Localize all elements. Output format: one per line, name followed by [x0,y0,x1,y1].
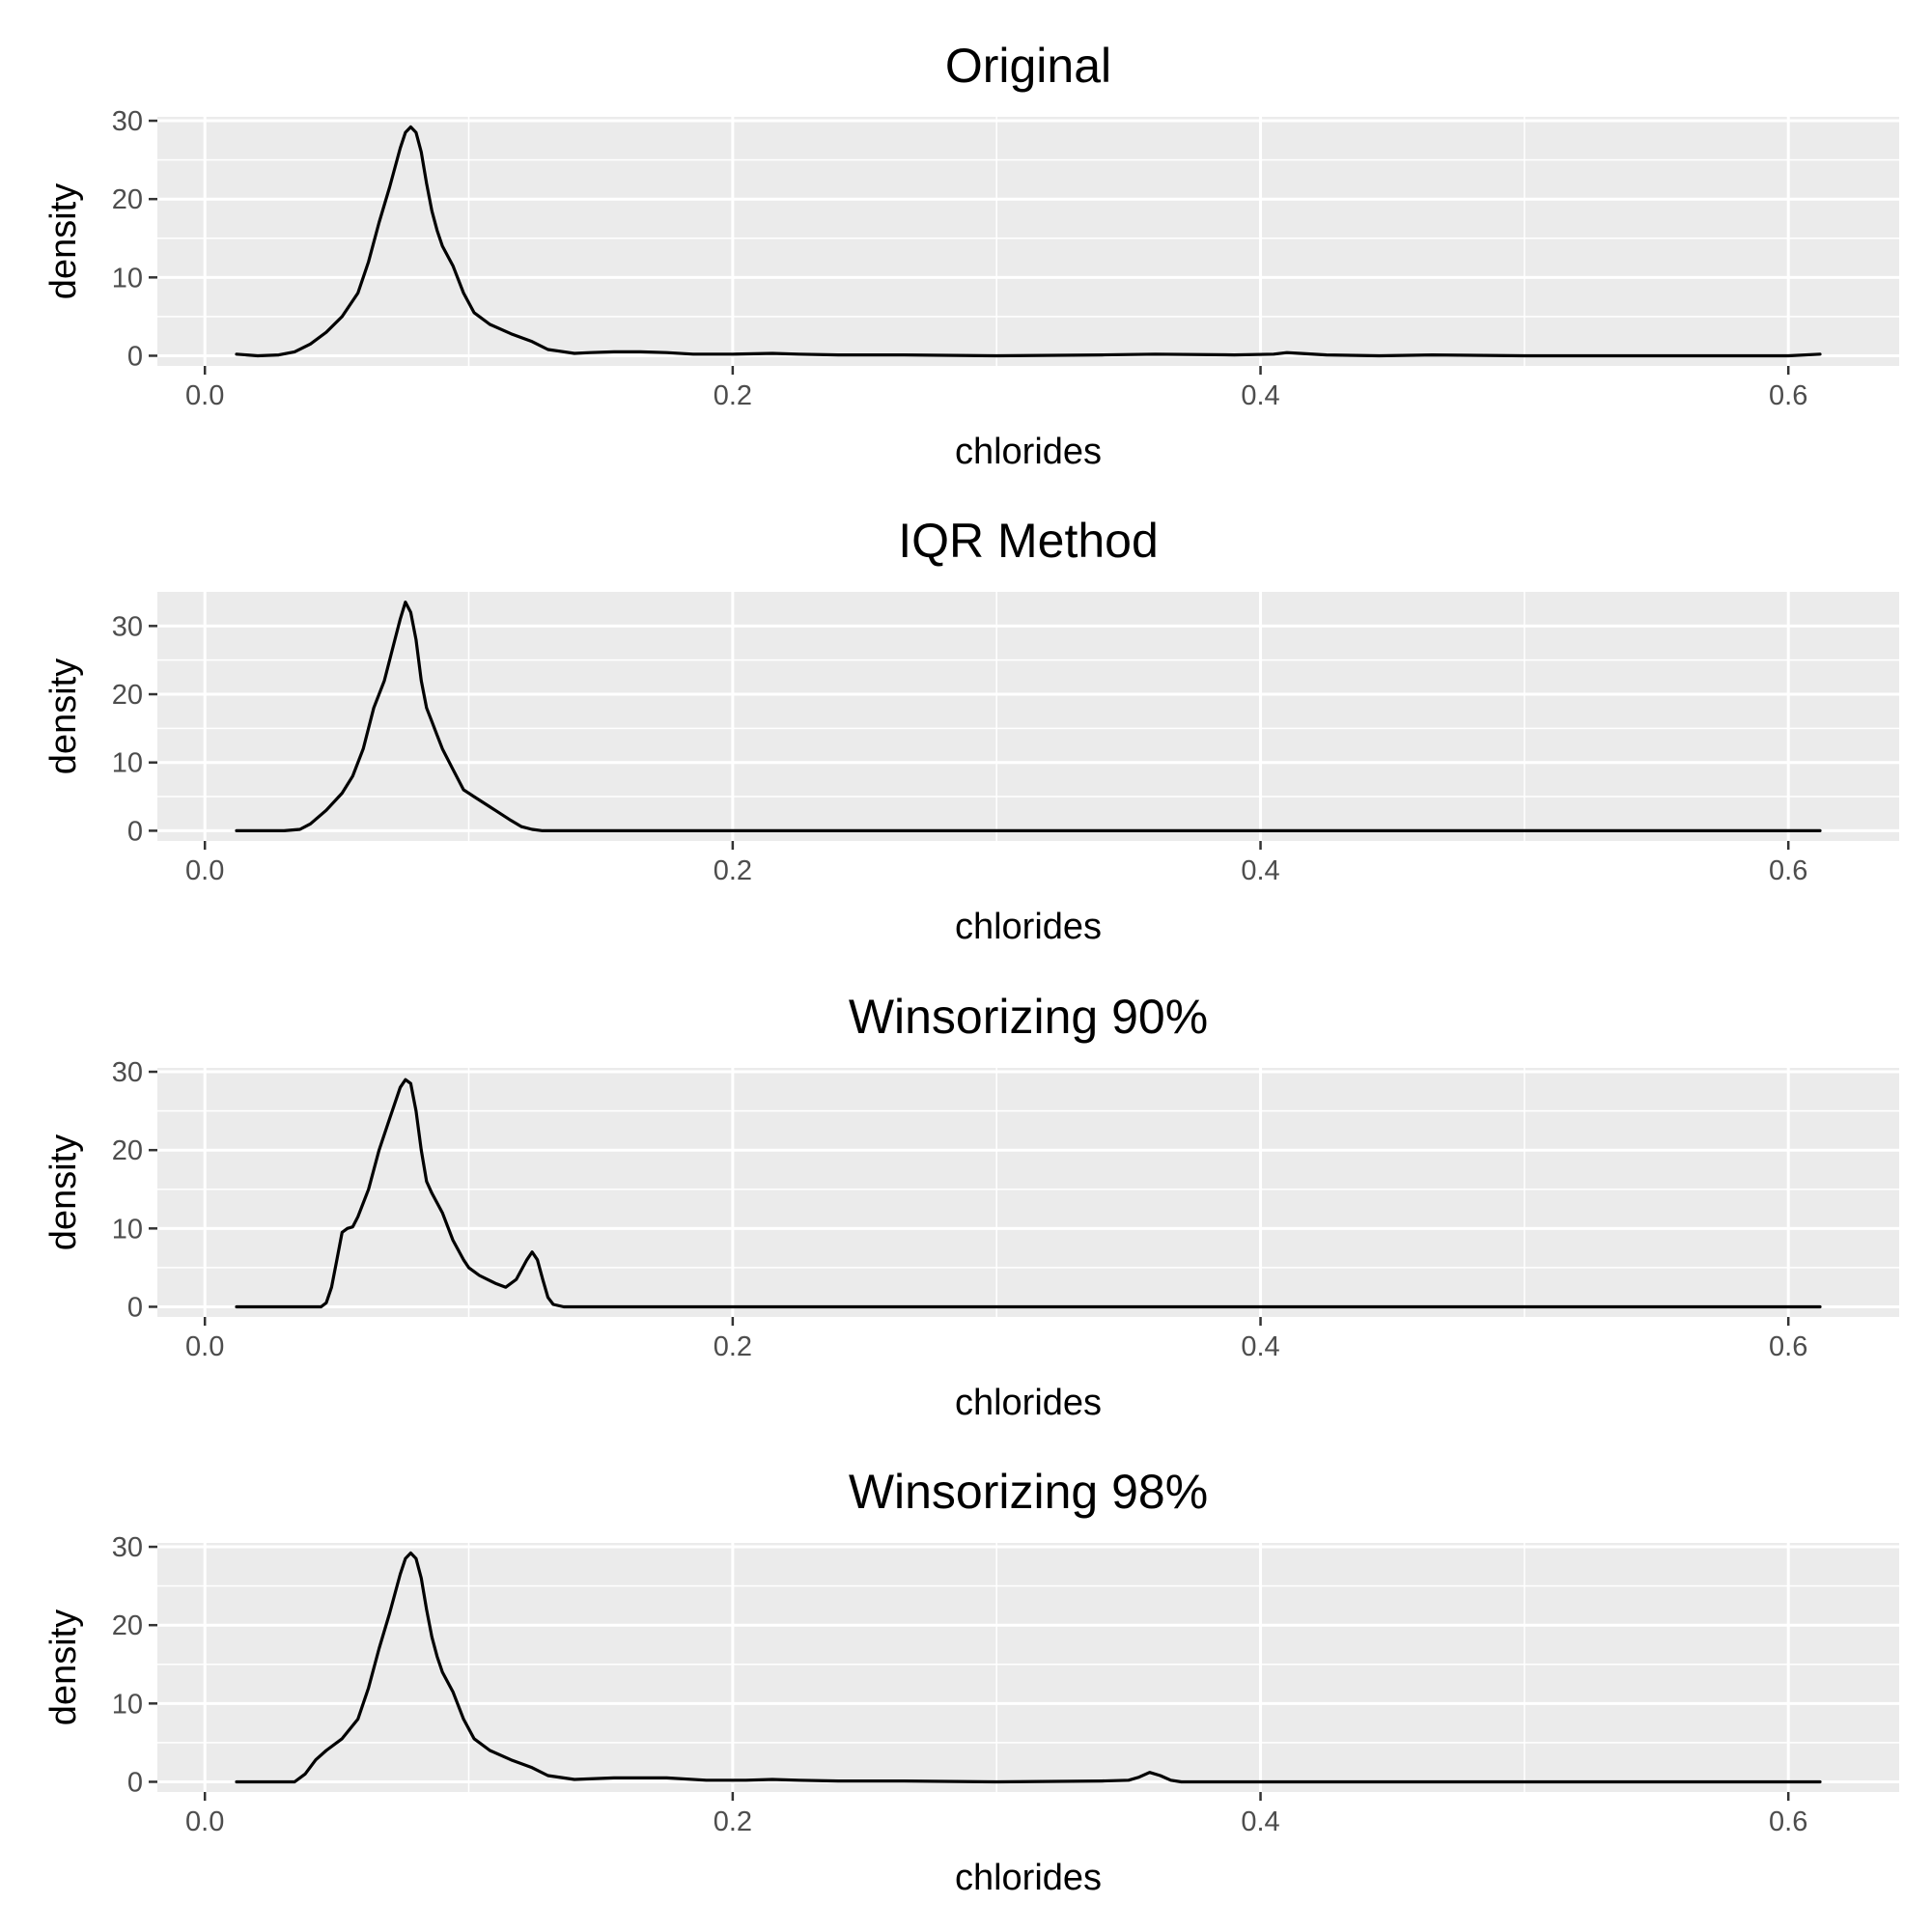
x-tick-label: 0.0 [185,855,224,886]
x-tick-label: 0.6 [1769,380,1807,411]
x-axis-title: chlorides [955,1383,1102,1423]
plot-background [157,592,1899,841]
x-tick-label: 0.6 [1769,1331,1807,1362]
panel-2: 0.0 0.2 0.4 0.6 0 10 20 30 IQR Method chlorides de… [43,514,1899,947]
y-axis-title: density [43,1610,84,1725]
x-tick-label: 0.0 [185,1806,224,1837]
y-tick-label: 0 [127,1767,143,1798]
y-tick-label: 10 [112,1689,143,1720]
y-tick-label: 30 [112,611,143,642]
plot-background [157,117,1899,366]
y-tick-label: 10 [112,1214,143,1245]
plot-background [157,1068,1899,1317]
y-tick-label: 30 [112,1057,143,1088]
panel-title: Winsorizing 90% [849,990,1208,1044]
panel-1: 0.0 0.2 0.4 0.6 0 10 20 30 Original chlorides dens… [43,39,1899,472]
y-tick-label: 20 [112,680,143,711]
y-tick-label: 10 [112,263,143,294]
x-tick-label: 0.4 [1241,380,1279,411]
density-curve [235,1078,1822,1309]
y-tick-label: 30 [112,1532,143,1563]
x-tick-label: 0.4 [1241,855,1279,886]
density-curve [235,600,1822,833]
y-axis-title: density [43,1134,84,1250]
plot-background [157,1543,1899,1792]
x-tick-label: 0.6 [1769,855,1807,886]
y-tick-label: 20 [112,1610,143,1641]
y-tick-label: 0 [127,341,143,372]
panel-title: Original [945,39,1111,93]
y-axis-title: density [43,658,84,774]
panel-title: IQR Method [898,514,1159,568]
density-curve [235,1551,1822,1784]
y-tick-label: 20 [112,184,143,215]
y-tick-label: 0 [127,816,143,847]
x-axis-title: chlorides [955,432,1102,472]
x-tick-label: 0.2 [714,380,752,411]
y-tick-label: 30 [112,106,143,137]
y-tick-label: 10 [112,748,143,779]
y-tick-label: 20 [112,1135,143,1166]
panel-3: 0.0 0.2 0.4 0.6 0 10 20 30 Winsorizing 90% chlori… [43,990,1899,1423]
x-tick-label: 0.0 [185,380,224,411]
x-tick-label: 0.6 [1769,1806,1807,1837]
x-tick-label: 0.4 [1241,1806,1279,1837]
x-tick-label: 0.2 [714,1331,752,1362]
x-tick-label: 0.0 [185,1331,224,1362]
x-tick-label: 0.4 [1241,1331,1279,1362]
y-axis-title: density [43,183,84,299]
panel-title: Winsorizing 98% [849,1465,1208,1519]
y-tick-label: 0 [127,1292,143,1323]
x-axis-title: chlorides [955,907,1102,947]
density-curve [235,125,1822,358]
x-tick-label: 0.2 [714,1806,752,1837]
x-axis-title: chlorides [955,1858,1102,1898]
x-tick-label: 0.2 [714,855,752,886]
panel-4: 0.0 0.2 0.4 0.6 0 10 20 30 Winsorizing 98% chlori… [43,1465,1899,1898]
